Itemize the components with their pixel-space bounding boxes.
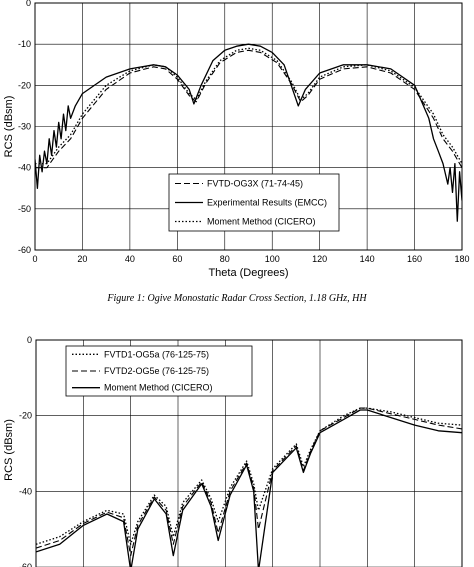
x-tick-label: 20 xyxy=(77,254,87,264)
x-tick-label: 80 xyxy=(220,254,230,264)
y-tick-label: -40 xyxy=(18,163,31,173)
y-tick-label: -60 xyxy=(18,245,31,255)
chart-2-ogive-rcs: 0 -20 -40 -60 RCS (dBsm) FVTD1-OG5a (76-125-7… xyxy=(3,335,463,567)
y-tick-label: 0 xyxy=(27,335,32,345)
y-axis-label: RCS (dBsm) xyxy=(3,419,15,481)
chart-1-ogive-rcs-1.18ghz: 0-10-20-30-40-50-600 20 40 60 80 100 120 140 160… xyxy=(3,0,470,279)
y-tick-label: -10 xyxy=(18,39,31,49)
series-line-dotted xyxy=(35,47,462,165)
x-tick-label: 160 xyxy=(407,254,422,264)
x-axis-label: Theta (Degrees) xyxy=(208,267,288,279)
y-tick-label: -20 xyxy=(18,80,31,90)
legend-entry-label: Moment Method (CICERO) xyxy=(207,217,316,227)
x-tick-label: 0 xyxy=(32,254,37,264)
y-tick-label: -20 xyxy=(19,411,32,421)
legend-entry-label: Experimental Results (EMCC) xyxy=(207,198,327,208)
x-tick-label: 60 xyxy=(172,254,182,264)
series-line-dashed xyxy=(36,407,462,557)
legend-entry-label: FVTD-OG3X (71-74-45) xyxy=(207,179,303,189)
x-tick-label: 140 xyxy=(360,254,375,264)
legend-entry-label: FVTD1-OG5a (76-125-75) xyxy=(104,349,209,359)
y-tick-label: -60 xyxy=(19,562,32,567)
legend-entry-label: FVTD2-OG5e (76-125-75) xyxy=(104,366,209,376)
x-tick-label: 120 xyxy=(312,254,327,264)
y-tick-label: -40 xyxy=(19,486,32,496)
legend-entry-label: Moment Method (CICERO) xyxy=(104,383,213,393)
series-line-solid xyxy=(36,409,462,567)
y-tick-label: 0 xyxy=(26,0,31,8)
series-line-dashed xyxy=(35,49,462,169)
x-tick-label: 180 xyxy=(454,254,469,264)
figure-1-caption: Figure 1: Ogive Monostatic Radar Cross S… xyxy=(107,293,367,304)
y-tick-label: -30 xyxy=(18,122,31,132)
x-tick-label: 100 xyxy=(265,254,280,264)
plot-area-frame xyxy=(35,339,463,567)
y-axis-label: RCS (dBsm) xyxy=(3,96,15,158)
x-tick-label: 40 xyxy=(125,254,135,264)
series-line-solid xyxy=(35,43,462,222)
plot-area-frame xyxy=(34,2,463,251)
y-tick-label: -50 xyxy=(18,204,31,214)
